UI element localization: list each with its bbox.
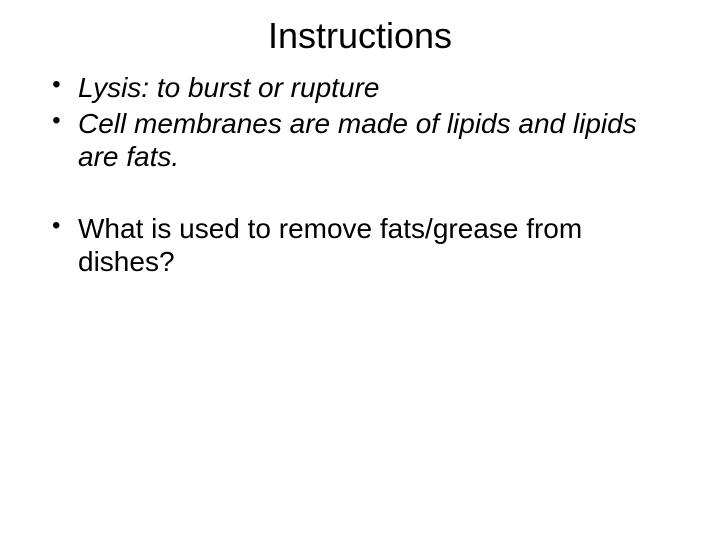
list-spacer bbox=[50, 176, 670, 210]
list-item: Cell membranes are made of lipids and li… bbox=[50, 107, 670, 174]
list-item: What is used to remove fats/grease from … bbox=[50, 212, 670, 279]
slide-title: Instructions bbox=[50, 15, 670, 57]
bullet-list: Lysis: to burst or rupture Cell membrane… bbox=[50, 71, 670, 279]
slide-container: Instructions Lysis: to burst or rupture … bbox=[0, 0, 720, 540]
list-item: Lysis: to burst or rupture bbox=[50, 71, 670, 105]
